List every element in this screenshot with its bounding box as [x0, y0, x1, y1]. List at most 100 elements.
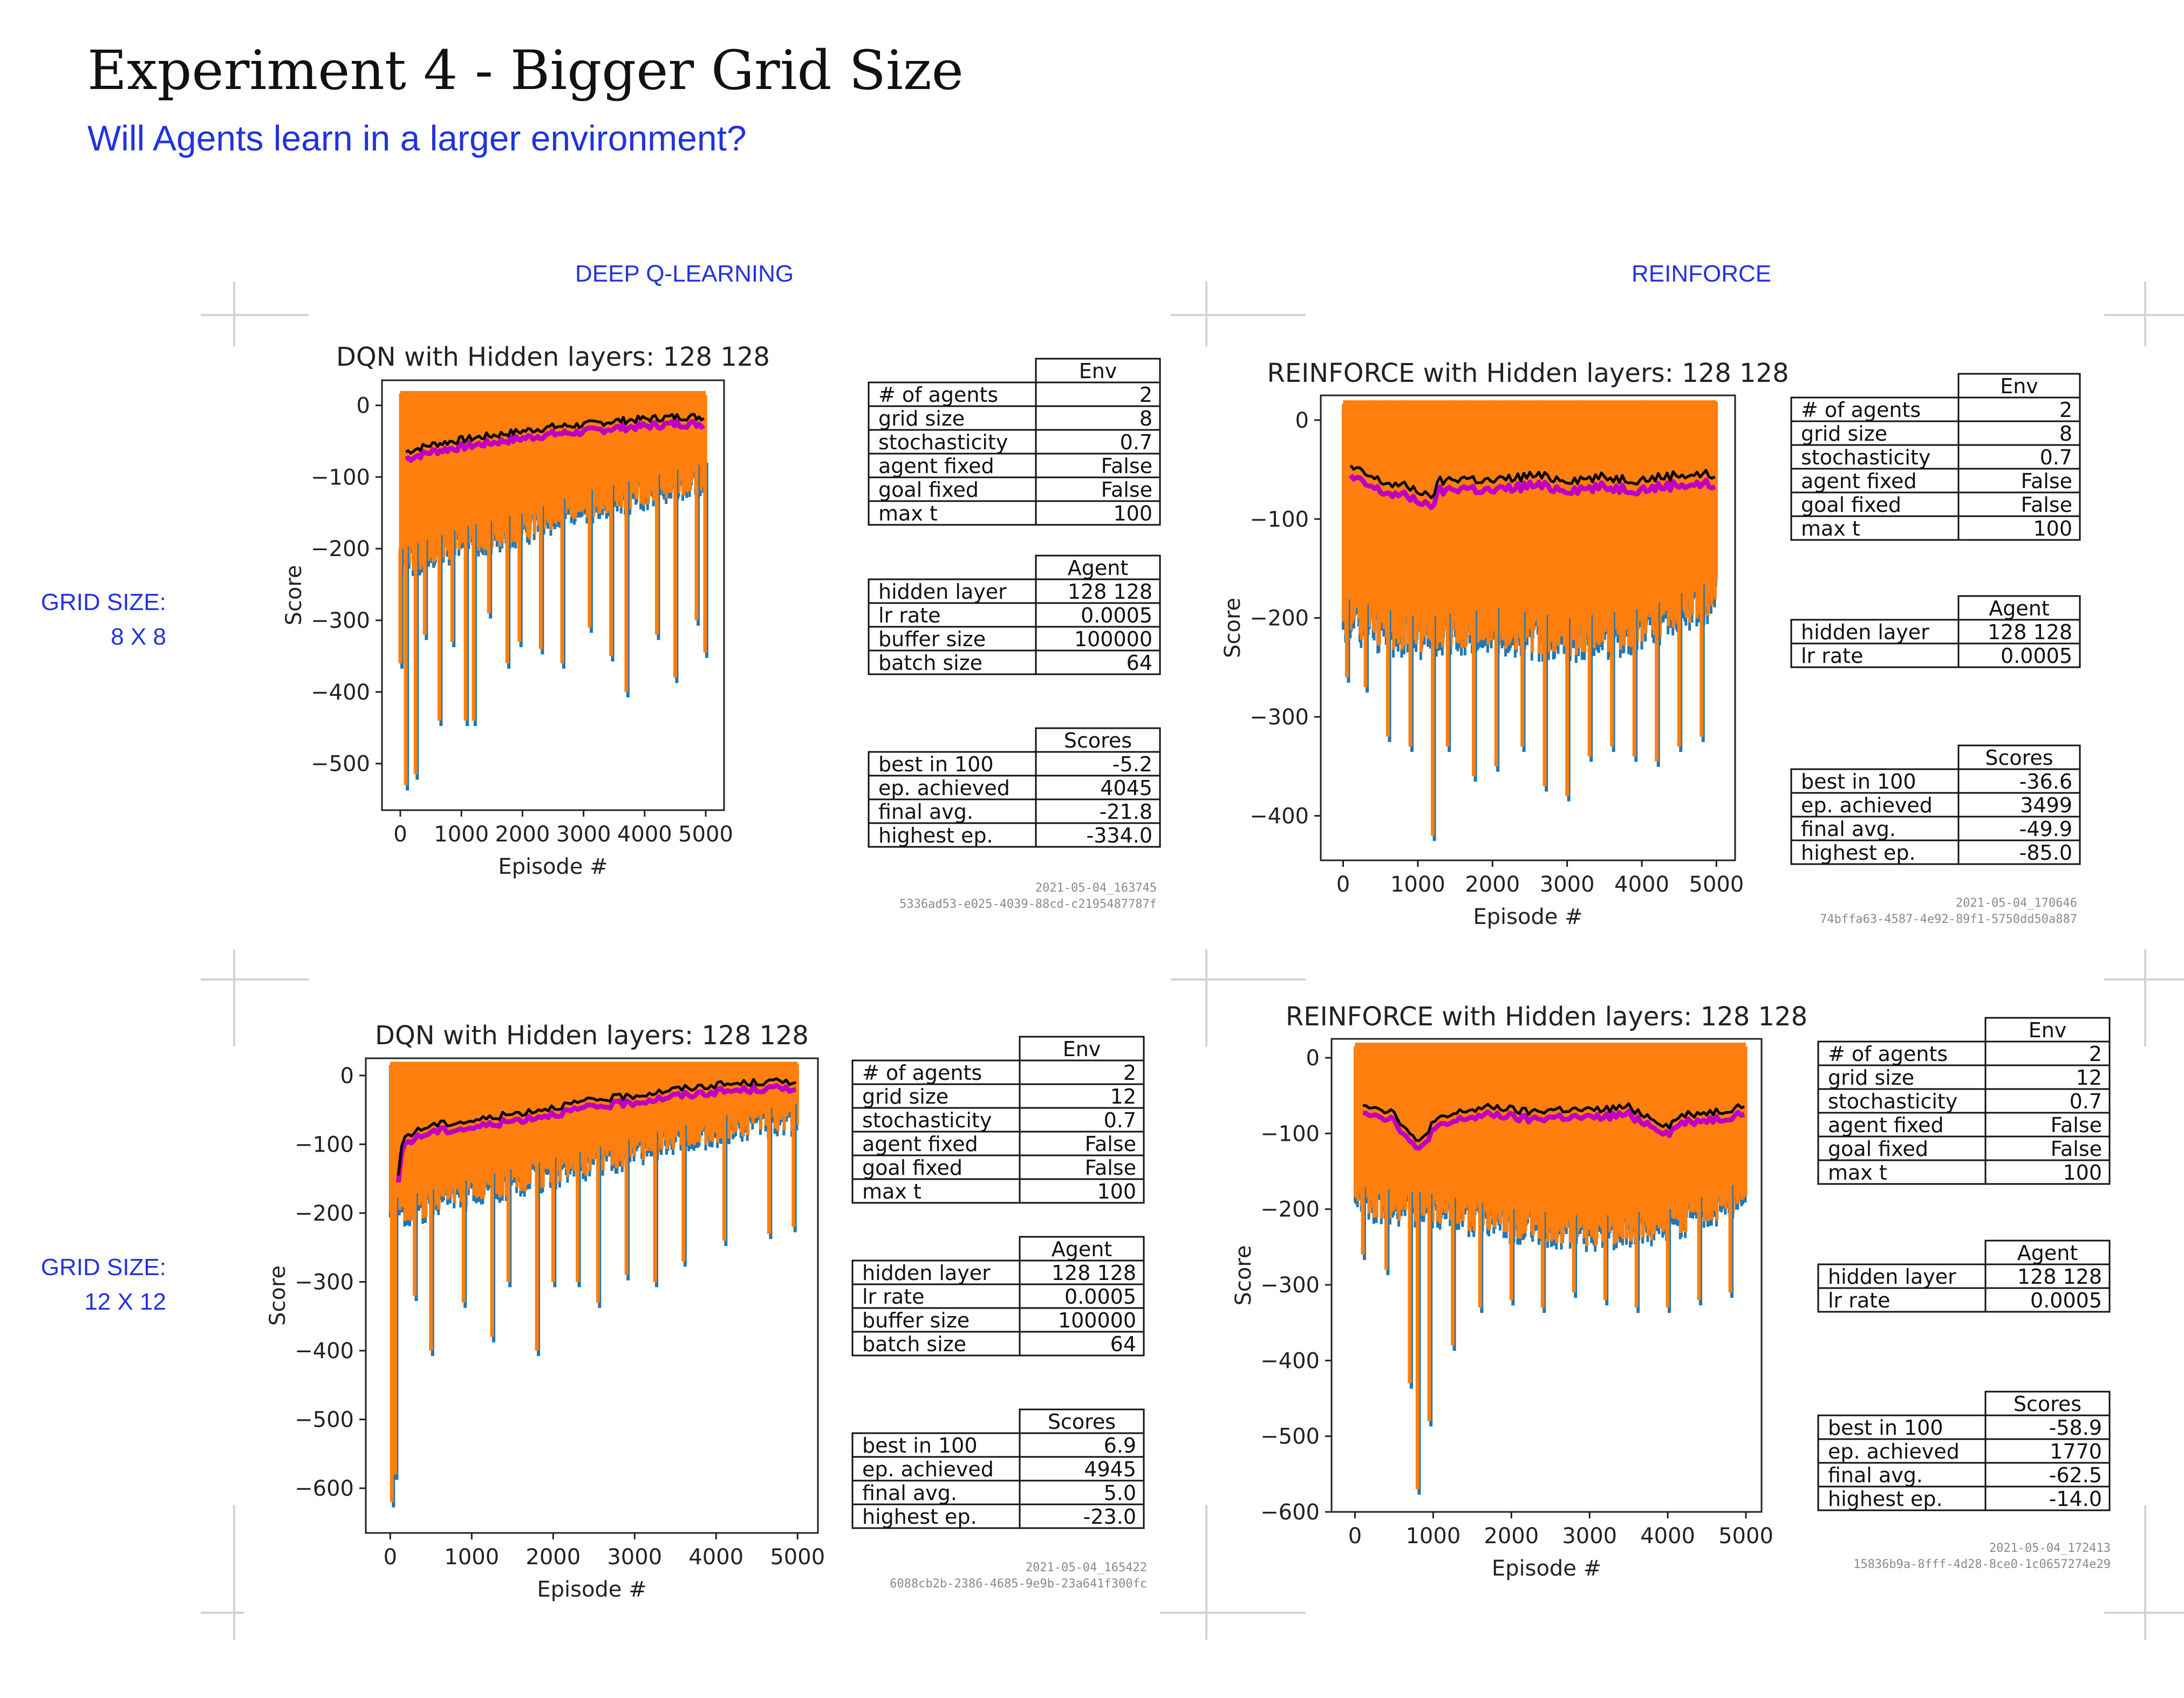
table-header: Scores [1048, 1410, 1116, 1434]
y-axis-label: Score [1220, 598, 1245, 658]
table-value-cell [1035, 822, 1161, 848]
crop-mark [2144, 1505, 2146, 1640]
table-row-value: 64 [1110, 1332, 1136, 1356]
table-row-label: stochasticity [1801, 446, 1930, 469]
column-heading-dqn: DEEP Q-LEARNING [575, 261, 794, 287]
x-tick-label: 0 [1336, 872, 1350, 897]
table-row-value: 0.0005 [2001, 644, 2072, 668]
table-row-label: # of agents [878, 383, 998, 407]
table-value-cell [1019, 1480, 1145, 1505]
table-label-cell [1817, 1064, 1987, 1090]
table-row-value: -49.9 [2019, 817, 2072, 841]
table-row-label: ep. achieved [878, 776, 1010, 800]
table-label-cell [868, 649, 1037, 675]
table-row-label: highest ep. [862, 1505, 977, 1529]
table-header: Agent [1068, 556, 1128, 580]
y-tick-label: −200 [1260, 1197, 1320, 1222]
table-header-cell [1035, 358, 1161, 384]
row-heading-8x8-top: GRID SIZE: [40, 589, 166, 615]
table-header-cell [1035, 554, 1161, 580]
table-value-cell [1019, 1131, 1145, 1156]
y-tick-label: −200 [295, 1201, 354, 1226]
table-row-value: 128 128 [1068, 580, 1152, 604]
y-tick-label: −300 [311, 608, 370, 633]
x-tick-label: 3000 [1562, 1524, 1617, 1549]
run-id: 6088cb2b-2386-4685-9e9b-23a641f300fc [890, 1577, 1147, 1591]
table-row-label: goal fixed [878, 478, 979, 502]
table-row-label: final avg. [878, 800, 973, 824]
table-row-label: max t [878, 502, 938, 525]
run-timestamp: 2021-05-04_163745 [1035, 881, 1157, 895]
chart-title: REINFORCE with Hidden layers: 128 128 [1267, 358, 1789, 388]
table-row-label: grid size [862, 1085, 948, 1108]
table-label-cell [1817, 1088, 1987, 1114]
table-value-cell [1035, 775, 1161, 800]
crop-mark [1160, 1612, 1306, 1614]
table-row-value: 64 [1127, 651, 1152, 675]
table-row-label: best in 100 [862, 1434, 978, 1457]
average-score-line-black [405, 413, 705, 455]
table-row-value: 4945 [1084, 1457, 1136, 1481]
table-label-cell [1817, 1112, 1987, 1138]
table-label-cell [1817, 1414, 1987, 1440]
chart-panel-reinforce-8x8: REINFORCE with Hidden layers: 128 128 0 10… [1220, 358, 2081, 929]
average-score-line-magenta [1362, 1108, 1745, 1151]
table-row-value: 0.0005 [1081, 604, 1152, 627]
table-label-cell [868, 405, 1037, 431]
table-label-cell [1790, 642, 1960, 668]
y-tick-label: −300 [1260, 1273, 1320, 1298]
table-row-label: stochasticity [1828, 1090, 1957, 1113]
table-header-cell [1957, 744, 2081, 770]
table-row-value: 128 128 [2017, 1265, 2102, 1289]
table-row-value: -5.2 [1113, 752, 1152, 776]
table-row-value: -23.0 [1083, 1505, 1136, 1529]
table-value-cell [1984, 1159, 2111, 1185]
row-heading-8x8-bottom: 8 X 8 [111, 624, 166, 650]
table-row-value: -21.8 [1100, 800, 1152, 824]
row-heading-12x12-bottom: 12 X 12 [84, 1289, 166, 1315]
average-score-line-black [1349, 464, 1716, 499]
run-timestamp: 2021-05-04_170646 [1955, 896, 2077, 910]
agent-table: Agent hidden layer 128 128 lr rate 0.0005 buf… [868, 554, 1161, 675]
scores-table: Scores best in 100 6.9 ep. achieved 4945 fina… [851, 1408, 1145, 1529]
x-tick-label: 3000 [607, 1545, 662, 1570]
x-tick-label: 3000 [1540, 872, 1595, 897]
table-row-value: 0.7 [1104, 1108, 1136, 1132]
crop-mark [201, 1612, 244, 1614]
table-value-cell [1957, 619, 2081, 645]
table-row-label: goal fixed [1801, 493, 1901, 517]
table-value-cell [1019, 1154, 1145, 1180]
table-row-label: hidden layer [862, 1261, 991, 1285]
table-row-value: False [2021, 493, 2072, 517]
table-value-cell [1984, 1064, 2111, 1090]
y-axis-label: Score [282, 565, 306, 625]
table-label-cell [851, 1178, 1021, 1204]
table-row-label: agent fixed [1828, 1113, 1944, 1137]
table-row-label: ep. achieved [1801, 793, 1933, 817]
table-row-label: agent fixed [862, 1132, 978, 1156]
x-tick-label: 2000 [525, 1545, 581, 1570]
crop-mark [1205, 1505, 1207, 1640]
average-score-line-black [1362, 1102, 1745, 1142]
table-header-cell [1984, 1391, 2111, 1416]
table-row-value: 128 128 [1052, 1261, 1136, 1285]
average-score-line-magenta [395, 1083, 797, 1183]
plot-area [1354, 1043, 1748, 1495]
page-title: Experiment 4 - Bigger Grid Size [87, 39, 964, 102]
table-value-cell [1035, 751, 1161, 777]
table-label-cell [1790, 816, 1960, 841]
table-row-value: 0.0005 [1064, 1285, 1136, 1309]
table-row-value: -14.0 [2049, 1487, 2102, 1511]
x-tick-label: 2000 [1484, 1524, 1539, 1549]
table-label-cell [851, 1307, 1021, 1333]
run-timestamp: 2021-05-04_165422 [1025, 1561, 1147, 1574]
y-tick-label: 0 [1295, 408, 1309, 433]
table-value-cell [1019, 1331, 1145, 1357]
table-row-label: ep. achieved [1828, 1440, 1960, 1463]
table-label-cell [1817, 1040, 1987, 1066]
table-row-value: 100 [2033, 517, 2072, 540]
x-tick-label: 2000 [1465, 872, 1520, 897]
run-timestamp: 2021-05-04_172413 [1989, 1542, 2111, 1555]
